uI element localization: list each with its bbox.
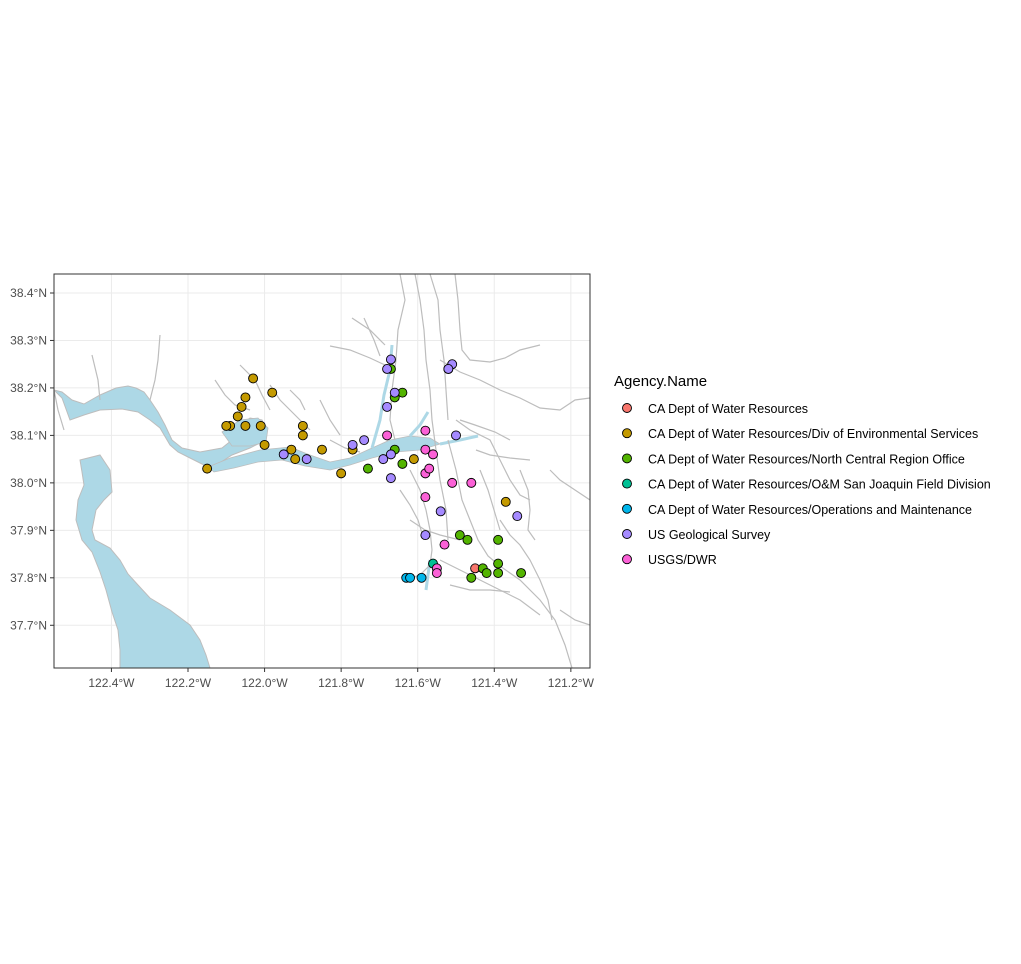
data-point bbox=[466, 477, 477, 488]
data-point bbox=[481, 568, 492, 579]
x-tick-label: 122.2°W bbox=[165, 676, 212, 690]
x-tick-label: 122.4°W bbox=[88, 676, 135, 690]
y-tick-label: 37.7°N bbox=[10, 618, 47, 632]
legend-key bbox=[622, 554, 632, 565]
x-tick-label: 121.6°W bbox=[395, 676, 442, 690]
data-point bbox=[493, 534, 504, 545]
data-point bbox=[431, 568, 442, 579]
x-tick-label: 121.2°W bbox=[548, 676, 595, 690]
data-point bbox=[232, 411, 243, 422]
data-point bbox=[267, 387, 278, 398]
data-point bbox=[382, 363, 393, 374]
data-point bbox=[389, 387, 400, 398]
data-point bbox=[397, 458, 408, 469]
data-point bbox=[447, 477, 458, 488]
waterways bbox=[54, 274, 590, 668]
data-point bbox=[439, 539, 450, 550]
legend-key bbox=[622, 478, 632, 489]
legend-key bbox=[622, 453, 632, 464]
legend-key bbox=[622, 428, 632, 439]
data-point bbox=[420, 492, 431, 503]
data-point bbox=[378, 454, 389, 465]
data-point bbox=[416, 572, 427, 583]
data-point bbox=[240, 392, 251, 403]
data-point bbox=[297, 430, 308, 441]
data-point bbox=[286, 444, 297, 455]
data-point bbox=[301, 454, 312, 465]
data-point bbox=[259, 439, 270, 450]
y-tick-label: 38.1°N bbox=[10, 428, 47, 442]
data-point bbox=[382, 430, 393, 441]
legend-label: CA Dept of Water Resources/North Central… bbox=[648, 452, 965, 466]
data-point bbox=[500, 496, 511, 507]
legend-title: Agency.Name bbox=[614, 373, 707, 390]
x-tick-label: 122.0°W bbox=[241, 676, 288, 690]
legend-label: US Geological Survey bbox=[648, 528, 771, 542]
data-point bbox=[466, 572, 477, 583]
data-point bbox=[336, 468, 347, 479]
data-point bbox=[420, 425, 431, 436]
data-point bbox=[240, 420, 251, 431]
data-point bbox=[382, 401, 393, 412]
data-point bbox=[493, 558, 504, 569]
legend: Agency.Name CA Dept of Water Resources CA… bbox=[614, 373, 991, 567]
panel-border bbox=[53, 273, 591, 669]
legend-label: USGS/DWR bbox=[648, 553, 717, 567]
data-point bbox=[362, 463, 373, 474]
data-point bbox=[512, 511, 523, 522]
data-point bbox=[516, 568, 527, 579]
data-point bbox=[221, 420, 232, 431]
bay-water bbox=[54, 385, 267, 468]
data-point bbox=[435, 506, 446, 517]
data-point bbox=[317, 444, 327, 455]
y-axis: 37.7°N 37.8°N 37.9°N 38.0°N 38.1°N 38.2°N 38.3… bbox=[10, 286, 54, 632]
delta-river-water bbox=[370, 344, 479, 591]
data-point bbox=[255, 420, 266, 431]
data-point bbox=[451, 430, 461, 441]
data-point bbox=[385, 354, 396, 365]
data-point bbox=[493, 568, 504, 579]
data-point bbox=[236, 401, 247, 412]
data-point bbox=[443, 363, 454, 374]
basemap bbox=[54, 274, 590, 668]
bay-south-water bbox=[75, 454, 211, 668]
data-point bbox=[462, 534, 473, 545]
data-point bbox=[428, 449, 438, 460]
data-point bbox=[290, 454, 301, 465]
data-point bbox=[248, 373, 259, 384]
data-points bbox=[202, 354, 527, 583]
y-tick-label: 38.2°N bbox=[10, 381, 47, 395]
legend-key bbox=[622, 529, 632, 539]
legend-label: CA Dept of Water Resources/Div of Enviro… bbox=[648, 427, 978, 441]
x-axis: 122.4°W 122.2°W 122.0°W 121.8°W 121.6°W 121.4… bbox=[88, 668, 595, 690]
legend-label: CA Dept of Water Resources/O&M San Joaqu… bbox=[648, 478, 991, 492]
legend-key bbox=[622, 503, 632, 514]
data-point bbox=[454, 530, 465, 541]
legend-key bbox=[622, 403, 632, 413]
data-point bbox=[359, 435, 370, 446]
y-tick-label: 38.3°N bbox=[10, 333, 47, 347]
legend-label: CA Dept of Water Resources/Operations an… bbox=[648, 503, 972, 517]
x-tick-label: 121.8°W bbox=[318, 676, 365, 690]
data-point bbox=[424, 463, 435, 474]
y-tick-label: 38.0°N bbox=[10, 476, 47, 490]
data-point bbox=[297, 420, 308, 431]
y-tick-label: 37.8°N bbox=[10, 571, 47, 585]
data-point bbox=[278, 449, 289, 460]
data-point bbox=[385, 473, 396, 484]
data-point bbox=[385, 449, 396, 460]
data-point bbox=[420, 530, 431, 541]
data-point bbox=[202, 463, 213, 474]
y-tick-label: 38.4°N bbox=[10, 286, 47, 300]
x-tick-label: 121.4°W bbox=[471, 676, 518, 690]
data-point bbox=[408, 454, 419, 465]
data-point bbox=[420, 444, 431, 455]
data-point bbox=[405, 572, 416, 583]
legend-label: CA Dept of Water Resources bbox=[648, 402, 808, 416]
data-point bbox=[347, 439, 358, 450]
y-tick-label: 37.9°N bbox=[10, 523, 47, 537]
